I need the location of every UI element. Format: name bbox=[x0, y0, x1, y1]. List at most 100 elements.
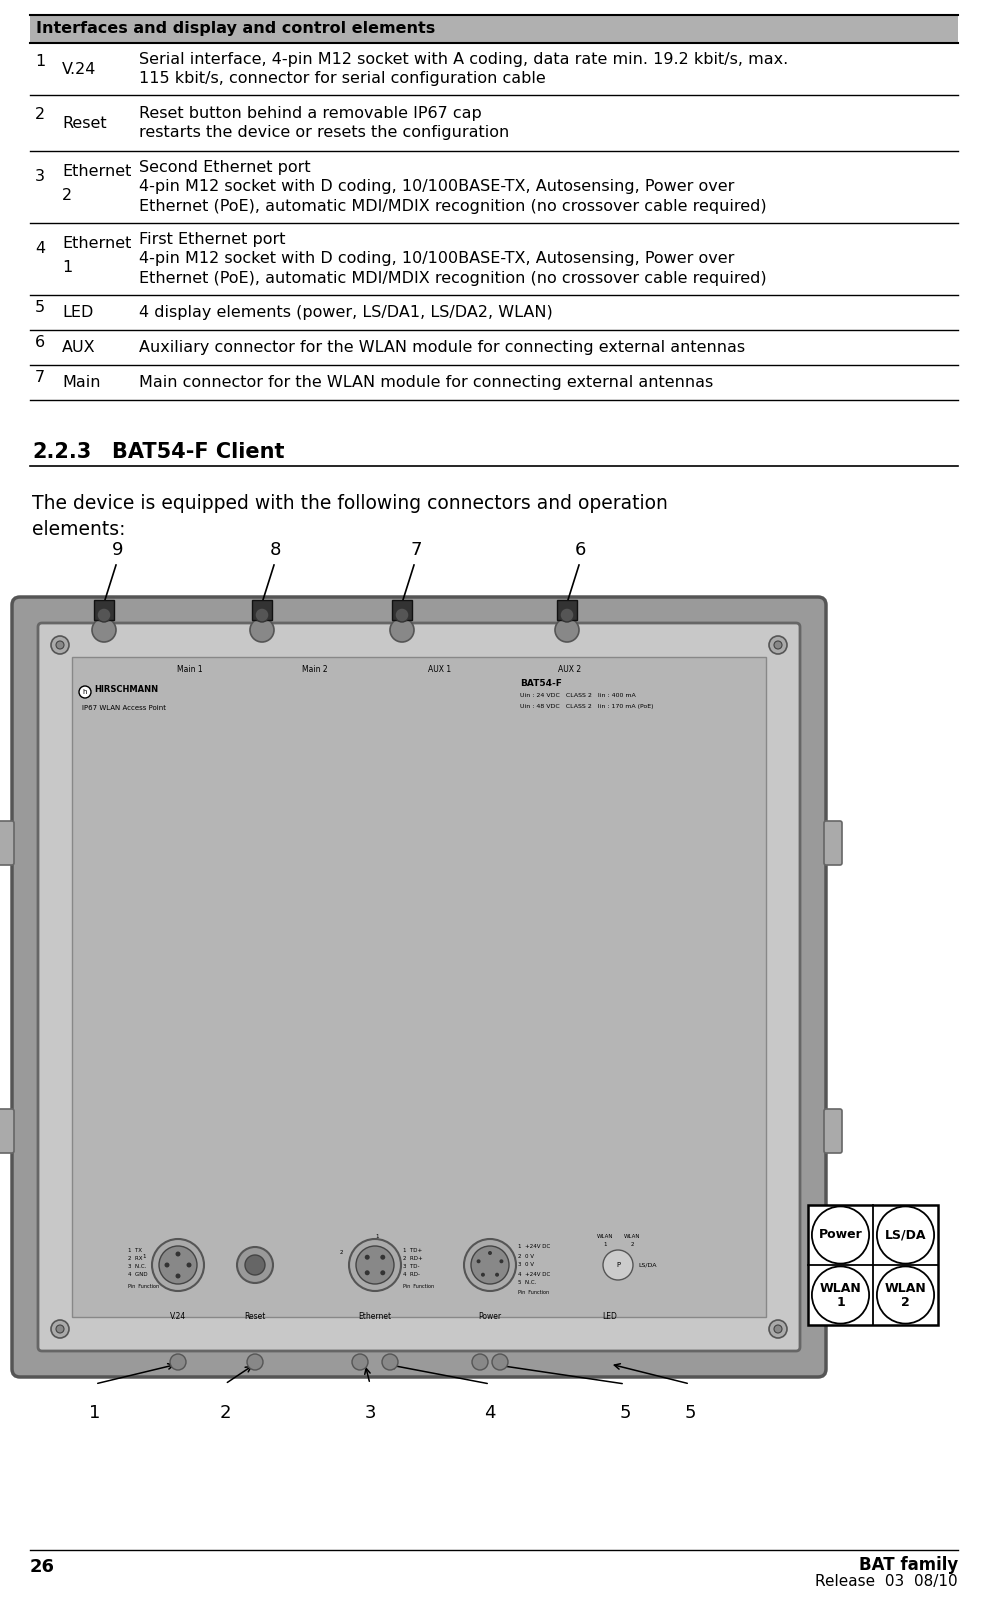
Circle shape bbox=[247, 1354, 263, 1370]
Text: IP67 WLAN Access Point: IP67 WLAN Access Point bbox=[82, 704, 166, 711]
Circle shape bbox=[245, 1256, 265, 1275]
Circle shape bbox=[152, 1240, 204, 1291]
FancyBboxPatch shape bbox=[0, 1109, 14, 1153]
Circle shape bbox=[380, 1254, 385, 1259]
Text: Pin  Function: Pin Function bbox=[403, 1285, 434, 1290]
Text: 1  TX: 1 TX bbox=[128, 1249, 142, 1254]
Circle shape bbox=[472, 1354, 488, 1370]
Text: Power: Power bbox=[819, 1228, 863, 1241]
Text: WLAN
1: WLAN 1 bbox=[820, 1282, 862, 1309]
Circle shape bbox=[812, 1206, 869, 1264]
Text: 3  TD-: 3 TD- bbox=[403, 1264, 420, 1270]
Text: 1: 1 bbox=[35, 53, 45, 69]
Text: 9: 9 bbox=[112, 542, 124, 559]
Text: Ethernet: Ethernet bbox=[62, 164, 131, 179]
Text: HIRSCHMANN: HIRSCHMANN bbox=[94, 685, 158, 695]
Circle shape bbox=[380, 1270, 385, 1275]
Circle shape bbox=[176, 1251, 181, 1256]
Text: 5: 5 bbox=[35, 300, 45, 314]
Text: 3: 3 bbox=[365, 1404, 375, 1422]
Circle shape bbox=[255, 608, 269, 622]
Text: 6: 6 bbox=[575, 542, 586, 559]
Text: First Ethernet port
4-pin M12 socket with D coding, 10/100BASE-TX, Autosensing, : First Ethernet port 4-pin M12 socket wit… bbox=[139, 232, 767, 285]
Text: LED: LED bbox=[603, 1312, 618, 1320]
Text: 1  TD+: 1 TD+ bbox=[403, 1249, 422, 1254]
FancyBboxPatch shape bbox=[824, 1109, 842, 1153]
Circle shape bbox=[56, 642, 64, 650]
Text: Release  03  08/10: Release 03 08/10 bbox=[815, 1573, 958, 1589]
Text: V.24: V.24 bbox=[170, 1312, 186, 1320]
Circle shape bbox=[97, 608, 111, 622]
Bar bbox=[72, 658, 766, 1317]
Text: Uin : 24 VDC   CLASS 2   Iin : 400 mA: Uin : 24 VDC CLASS 2 Iin : 400 mA bbox=[520, 693, 635, 698]
Text: 2.2.3: 2.2.3 bbox=[32, 442, 91, 463]
Circle shape bbox=[51, 637, 69, 654]
Text: 1: 1 bbox=[142, 1254, 146, 1259]
Text: 7: 7 bbox=[410, 542, 422, 559]
Bar bbox=[30, 15, 958, 44]
Circle shape bbox=[352, 1354, 368, 1370]
Circle shape bbox=[356, 1246, 394, 1285]
Circle shape bbox=[159, 1246, 197, 1285]
Text: 26: 26 bbox=[30, 1559, 55, 1577]
Text: 1  +24V DC: 1 +24V DC bbox=[518, 1244, 550, 1249]
Circle shape bbox=[603, 1249, 633, 1280]
Circle shape bbox=[476, 1259, 480, 1264]
Bar bbox=[94, 600, 114, 621]
Text: 4: 4 bbox=[35, 240, 45, 256]
Circle shape bbox=[499, 1259, 504, 1264]
Text: 1: 1 bbox=[604, 1243, 607, 1248]
Circle shape bbox=[382, 1354, 398, 1370]
Text: WLAN: WLAN bbox=[597, 1235, 614, 1240]
Text: Reset: Reset bbox=[244, 1312, 266, 1320]
Text: Interfaces and display and control elements: Interfaces and display and control eleme… bbox=[36, 21, 436, 37]
Text: 4  GND: 4 GND bbox=[128, 1272, 147, 1277]
Circle shape bbox=[170, 1354, 186, 1370]
Text: Auxiliary connector for the WLAN module for connecting external antennas: Auxiliary connector for the WLAN module … bbox=[139, 340, 745, 355]
FancyBboxPatch shape bbox=[38, 622, 800, 1351]
Text: AUX 2: AUX 2 bbox=[558, 666, 582, 674]
Circle shape bbox=[488, 1251, 492, 1256]
Text: 3: 3 bbox=[35, 169, 45, 184]
Text: 7: 7 bbox=[35, 369, 45, 385]
Text: 2: 2 bbox=[630, 1243, 633, 1248]
Circle shape bbox=[774, 1325, 782, 1333]
Bar bbox=[808, 1206, 938, 1325]
Bar bbox=[392, 600, 412, 621]
Text: 5: 5 bbox=[685, 1404, 696, 1422]
Text: BAT54-F Client: BAT54-F Client bbox=[112, 442, 285, 463]
Text: 4 display elements (power, LS/DA1, LS/DA2, WLAN): 4 display elements (power, LS/DA1, LS/DA… bbox=[139, 305, 552, 321]
Circle shape bbox=[471, 1246, 509, 1285]
Circle shape bbox=[492, 1354, 508, 1370]
Text: Uin : 48 VDC   CLASS 2   Iin : 170 mA (PoE): Uin : 48 VDC CLASS 2 Iin : 170 mA (PoE) bbox=[520, 704, 653, 709]
Text: 2: 2 bbox=[62, 189, 72, 203]
Text: P: P bbox=[616, 1262, 620, 1269]
Bar bbox=[557, 600, 577, 621]
Text: The device is equipped with the following connectors and operation: The device is equipped with the followin… bbox=[32, 493, 668, 513]
FancyBboxPatch shape bbox=[12, 596, 826, 1377]
Text: 8: 8 bbox=[270, 542, 282, 559]
FancyBboxPatch shape bbox=[0, 821, 14, 866]
Circle shape bbox=[774, 642, 782, 650]
Circle shape bbox=[51, 1320, 69, 1338]
Circle shape bbox=[555, 617, 579, 642]
Circle shape bbox=[769, 637, 787, 654]
Text: LS/DA: LS/DA bbox=[884, 1228, 927, 1241]
Text: AUX 1: AUX 1 bbox=[429, 666, 452, 674]
Text: Main 1: Main 1 bbox=[177, 666, 203, 674]
Text: 3  N.C.: 3 N.C. bbox=[128, 1264, 146, 1270]
Text: Serial interface, 4-pin M12 socket with A coding, data rate min. 19.2 kbit/s, ma: Serial interface, 4-pin M12 socket with … bbox=[139, 52, 788, 87]
Text: 1: 1 bbox=[89, 1404, 101, 1422]
Text: WLAN
2: WLAN 2 bbox=[884, 1282, 927, 1309]
Text: 1: 1 bbox=[62, 260, 72, 276]
Text: 1: 1 bbox=[375, 1235, 378, 1240]
Circle shape bbox=[395, 608, 409, 622]
Circle shape bbox=[495, 1273, 499, 1277]
Circle shape bbox=[464, 1240, 516, 1291]
Text: 4: 4 bbox=[484, 1404, 496, 1422]
Text: BAT family: BAT family bbox=[859, 1556, 958, 1573]
Circle shape bbox=[79, 687, 91, 698]
Text: Power: Power bbox=[478, 1312, 502, 1320]
Circle shape bbox=[176, 1273, 181, 1278]
Text: Main connector for the WLAN module for connecting external antennas: Main connector for the WLAN module for c… bbox=[139, 376, 713, 390]
